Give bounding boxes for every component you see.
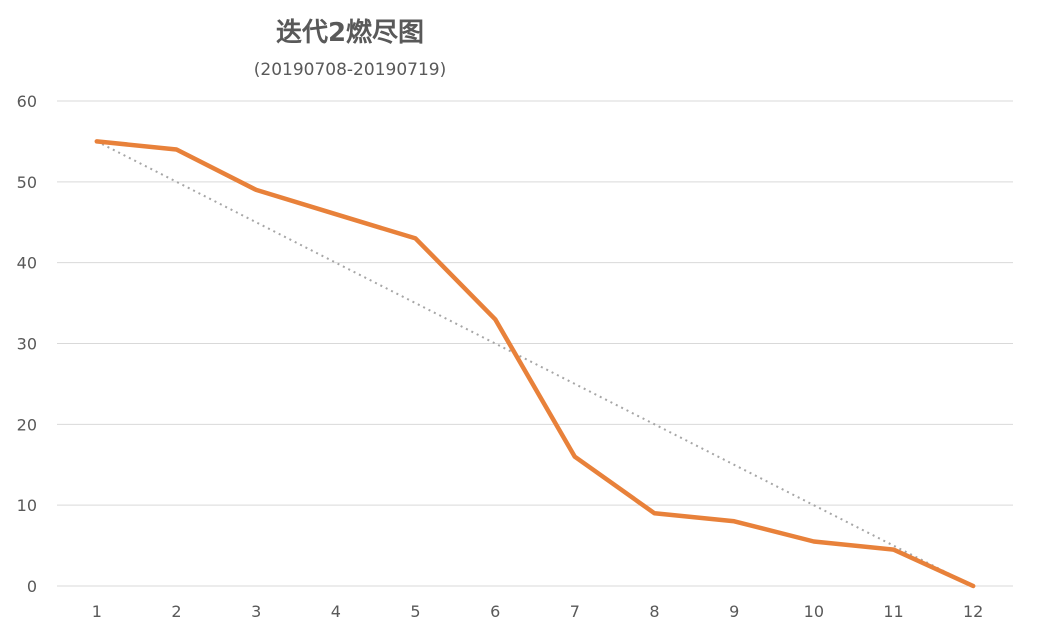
x-tick-label: 12 bbox=[963, 602, 983, 621]
x-tick-label: 9 bbox=[729, 602, 739, 621]
x-axis: 1 2 3 4 5 6 7 8 9 10 11 12 bbox=[92, 602, 984, 621]
y-tick-label: 10 bbox=[17, 496, 37, 515]
y-tick-label: 60 bbox=[17, 92, 37, 111]
x-tick-label: 3 bbox=[251, 602, 261, 621]
x-tick-label: 6 bbox=[490, 602, 500, 621]
ideal-burndown-line bbox=[96, 140, 974, 587]
x-tick-label: 2 bbox=[171, 602, 181, 621]
chart-subtitle: (20190708-20190719) bbox=[253, 60, 447, 80]
y-tick-label: 30 bbox=[17, 335, 37, 354]
y-tick-label: 0 bbox=[27, 577, 37, 596]
y-tick-label: 40 bbox=[17, 254, 37, 273]
y-tick-label: 20 bbox=[17, 415, 37, 434]
y-tick-label: 50 bbox=[17, 173, 37, 192]
x-tick-label: 11 bbox=[883, 602, 903, 621]
x-tick-label: 10 bbox=[804, 602, 824, 621]
y-axis: 0 10 20 30 40 50 60 bbox=[17, 92, 37, 596]
series-group bbox=[94, 139, 976, 589]
grid-lines bbox=[57, 100, 1013, 587]
x-tick-label: 7 bbox=[570, 602, 580, 621]
x-tick-label: 1 bbox=[92, 602, 102, 621]
x-tick-label: 5 bbox=[410, 602, 420, 621]
chart-title: 迭代2燃尽图 bbox=[275, 18, 425, 48]
x-tick-label: 4 bbox=[331, 602, 341, 621]
actual-burndown-line bbox=[94, 139, 976, 589]
x-tick-label: 8 bbox=[649, 602, 659, 621]
